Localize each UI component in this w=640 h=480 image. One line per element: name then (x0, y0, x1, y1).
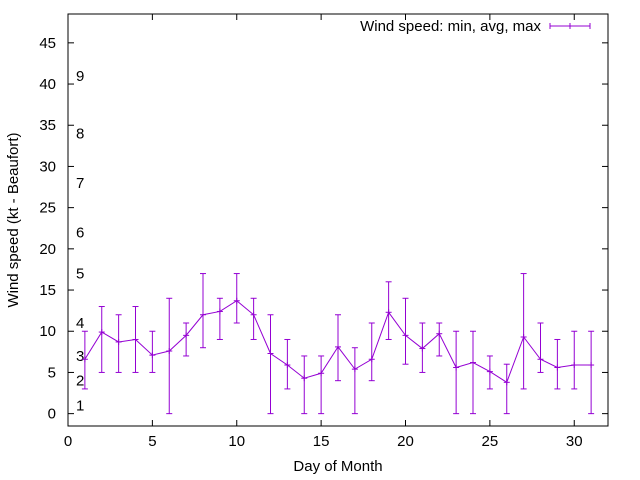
beaufort-scale-labels: 1 2 3 4 5 6 7 8 9 (76, 68, 84, 415)
beaufort-label: 2 (76, 373, 84, 390)
y-tick-label: 45 (39, 35, 56, 52)
x-tick-label: 5 (148, 433, 156, 450)
legend-key (549, 23, 591, 29)
legend: Wind speed: min, avg, max (360, 18, 591, 35)
x-tick-label: 0 (64, 433, 72, 450)
y-tick-label: 10 (39, 323, 56, 340)
beaufort-label: 1 (76, 397, 84, 414)
x-tick-label: 30 (566, 433, 583, 450)
y-tick-label: 5 (48, 364, 56, 381)
x-tick-label: 20 (397, 433, 414, 450)
y-tick-label: 30 (39, 158, 56, 175)
y-tick-label: 25 (39, 200, 56, 217)
y-tick-label: 35 (39, 117, 56, 134)
beaufort-label: 6 (76, 224, 84, 241)
x-axis-ticks: 0 5 10 15 20 25 30 (64, 14, 583, 450)
beaufort-label: 5 (76, 266, 84, 283)
y-tick-label: 20 (39, 241, 56, 258)
plot-frame (67, 13, 609, 427)
legend-label: Wind speed: min, avg, max (360, 18, 541, 35)
x-tick-label: 25 (482, 433, 499, 450)
y-tick-label: 40 (39, 76, 56, 93)
beaufort-label: 3 (76, 348, 84, 365)
y-tick-label: 15 (39, 282, 56, 299)
beaufort-label: 9 (76, 68, 84, 85)
wind-series (81, 273, 595, 415)
x-axis-label: Day of Month (293, 458, 382, 475)
beaufort-label: 8 (76, 125, 84, 142)
y-axis-label: Wind speed (kt - Beaufort) (5, 132, 22, 307)
x-tick-label: 15 (313, 433, 330, 450)
beaufort-label: 7 (76, 175, 84, 192)
x-tick-label: 10 (228, 433, 245, 450)
y-tick-label: 0 (48, 406, 56, 423)
beaufort-label: 4 (76, 315, 84, 332)
